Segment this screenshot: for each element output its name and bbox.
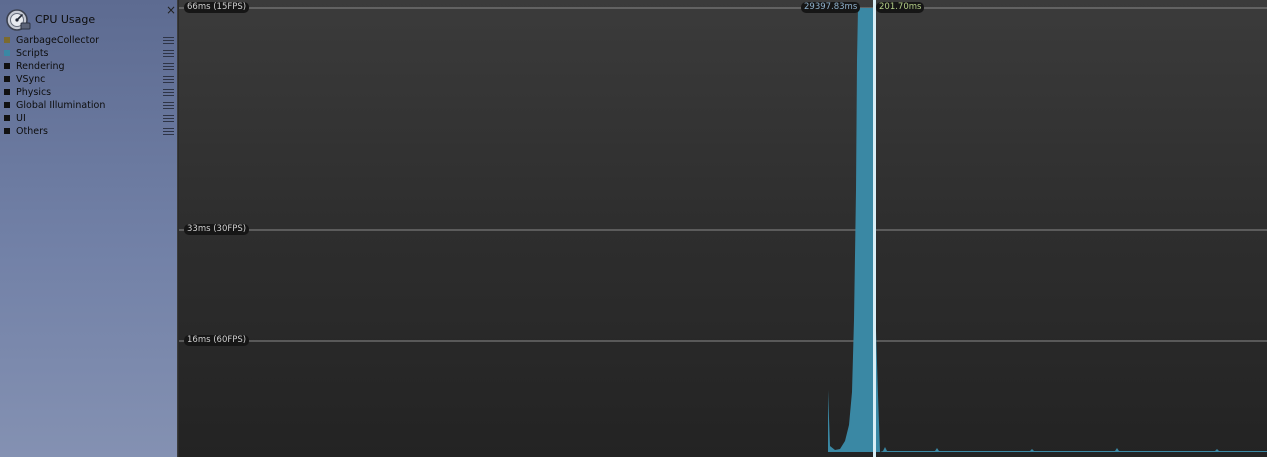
chart-canvas[interactable] (179, 0, 1267, 457)
legend-label: Others (16, 126, 48, 137)
legend-item-vsync[interactable]: VSync (0, 73, 178, 86)
legend-item-rendering[interactable]: Rendering (0, 60, 178, 73)
drag-handle-icon[interactable] (163, 115, 174, 122)
grid-label-33ms: 33ms (30FPS) (184, 224, 250, 235)
profiler-module-sidebar: CPU Usage × GarbageCollector Scripts Ren… (0, 0, 178, 457)
legend-label: VSync (16, 74, 46, 85)
cpu-profiler-icon (6, 9, 31, 31)
drag-handle-icon[interactable] (163, 89, 174, 96)
selected-frame-line[interactable] (873, 0, 876, 457)
legend-swatch[interactable] (4, 115, 10, 121)
legend-label: Scripts (16, 48, 49, 59)
module-title: CPU Usage (35, 13, 96, 26)
legend-label: GarbageCollector (16, 35, 100, 46)
legend-item-garbage-collector[interactable]: GarbageCollector (0, 34, 178, 47)
legend-label: Rendering (16, 61, 65, 72)
legend-swatch[interactable] (4, 63, 10, 69)
grid-label-66ms: 66ms (15FPS) (184, 2, 250, 13)
close-module-button[interactable]: × (165, 4, 177, 16)
selected-frame-total-time: 29397.83ms (801, 2, 861, 13)
legend-swatch[interactable] (4, 37, 10, 43)
legend-label: Global Illumination (16, 100, 106, 111)
legend-swatch[interactable] (4, 50, 10, 56)
legend-swatch[interactable] (4, 76, 10, 82)
scripts-baseline-noise (880, 447, 1267, 452)
legend-swatch[interactable] (4, 102, 10, 108)
drag-handle-icon[interactable] (163, 128, 174, 135)
legend-list: GarbageCollector Scripts Rendering VSync (0, 34, 178, 138)
legend-swatch[interactable] (4, 89, 10, 95)
cpu-usage-module-header[interactable]: CPU Usage × (2, 4, 176, 32)
selected-frame-scripts-time: 201.70ms (876, 2, 925, 13)
legend-item-ui[interactable]: UI (0, 112, 178, 125)
drag-handle-icon[interactable] (163, 37, 174, 44)
legend-item-others[interactable]: Others (0, 125, 178, 138)
cpu-usage-chart[interactable]: 66ms (15FPS) 33ms (30FPS) 16ms (60FPS) 2… (179, 0, 1267, 457)
scripts-area (828, 8, 880, 452)
legend-item-global-illumination[interactable]: Global Illumination (0, 99, 178, 112)
legend-label: UI (16, 113, 26, 124)
legend-label: Physics (16, 87, 52, 98)
drag-handle-icon[interactable] (163, 50, 174, 57)
drag-handle-icon[interactable] (163, 63, 174, 70)
grid-label-16ms: 16ms (60FPS) (184, 335, 250, 346)
drag-handle-icon[interactable] (163, 102, 174, 109)
legend-item-physics[interactable]: Physics (0, 86, 178, 99)
drag-handle-icon[interactable] (163, 76, 174, 83)
legend-item-scripts[interactable]: Scripts (0, 47, 178, 60)
legend-swatch[interactable] (4, 128, 10, 134)
close-icon: × (165, 3, 177, 17)
